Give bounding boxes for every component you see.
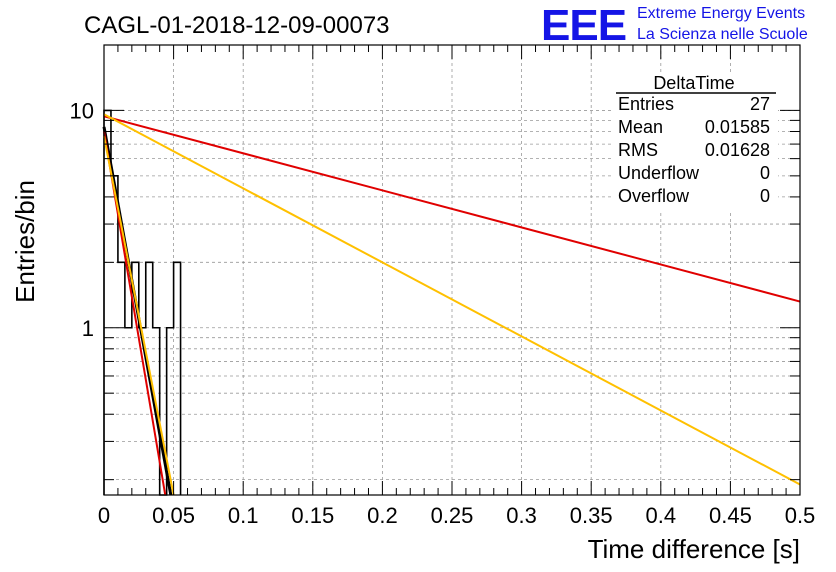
eee-logo: EEE [541, 1, 626, 50]
x-tick-label: 0 [98, 503, 110, 528]
fit-curve [103, 113, 801, 486]
x-tick-label: 0.1 [228, 503, 259, 528]
stats-box-title: DeltaTime [653, 73, 734, 93]
stats-box: DeltaTime Entries 27 Mean 0.01585 RMS 0.01628… [612, 73, 778, 212]
y-tick-label: 10 [70, 98, 94, 123]
branding-line-1: Extreme Energy Events [637, 5, 805, 22]
grid [103, 44, 801, 495]
x-tick-label: 0.45 [709, 503, 752, 528]
y-axis-title: Entries/bin [10, 180, 40, 303]
fit-curves [102, 113, 801, 496]
x-tick-label: 0.35 [570, 503, 613, 528]
x-tick-label: 0.2 [367, 503, 398, 528]
fit-curve [103, 115, 801, 303]
stats-row-value: 27 [750, 94, 770, 114]
x-axis-title: Time difference [s] [588, 534, 800, 564]
x-tick-label: 0.4 [646, 503, 677, 528]
y-tick-label: 1 [82, 316, 94, 341]
histogram [103, 109, 182, 496]
stats-row-label: RMS [618, 140, 658, 160]
stats-row-label: Entries [618, 94, 674, 114]
stats-row-value: 0.01628 [705, 140, 770, 160]
x-tick-label: 0.05 [152, 503, 195, 528]
histogram-outline [103, 109, 182, 496]
stats-row-label: Overflow [618, 186, 690, 206]
x-tick-labels: 0 0.05 0.1 0.15 0.2 0.25 0.3 0.35 0.4 0.45 0.5 [98, 503, 815, 528]
chart-title: CAGL-01-2018-12-09-00073 [84, 12, 390, 39]
x-tick-label: 0.3 [506, 503, 537, 528]
stats-row-value: 0 [760, 163, 770, 183]
x-tick-label: 0.25 [431, 503, 474, 528]
stats-row-label: Mean [618, 117, 663, 137]
x-tick-label: 0.5 [785, 503, 816, 528]
stats-box-background [612, 74, 778, 212]
branding-line-2: La Scienza nelle Scuole [637, 26, 808, 43]
x-tick-label: 0.15 [291, 503, 334, 528]
stats-row-label: Underflow [618, 163, 700, 183]
stats-row-value: 0.01585 [705, 117, 770, 137]
axis-ticks [103, 44, 801, 495]
stats-row-value: 0 [760, 186, 770, 206]
fit-curve [103, 136, 175, 496]
y-tick-labels: 1 10 [70, 98, 94, 340]
